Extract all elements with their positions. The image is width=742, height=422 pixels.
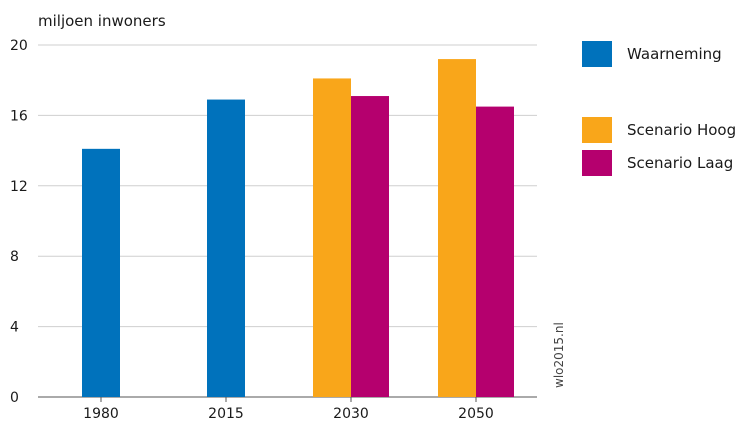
y-axis-label: miljoen inwoners: [38, 12, 166, 30]
legend-swatch-waarneming: [582, 41, 612, 67]
legend-item-scenario-laag: Scenario Laag: [582, 150, 733, 176]
bar-waarneming-2015: [207, 99, 245, 397]
y-tick-label: 16: [10, 108, 28, 124]
bar-scenario-hoog-2030: [313, 78, 351, 397]
legend-label-scenario-laag: Scenario Laag: [627, 154, 734, 172]
x-tick-label: 2030: [333, 406, 369, 422]
legend-label-scenario-hoog: Scenario Hoog: [627, 121, 737, 139]
bar-scenario-hoog-2050: [438, 59, 476, 397]
source-credit: wlo2015.nl: [552, 322, 566, 388]
legend: Waarneming Scenario Hoog Scenario Laag: [582, 0, 742, 422]
y-tick-label: 8: [10, 249, 19, 265]
y-tick-label: 20: [10, 38, 28, 54]
bar-waarneming-1980: [82, 148, 120, 397]
legend-label-waarneming: Waarneming: [627, 45, 722, 63]
x-tick-label: 2050: [458, 406, 494, 422]
y-tick-label: 12: [10, 179, 28, 195]
x-tick-label: 2015: [208, 406, 244, 422]
x-tick-label: 1980: [83, 406, 119, 422]
legend-item-scenario-hoog: Scenario Hoog: [582, 117, 736, 143]
legend-swatch-scenario-laag: [582, 150, 612, 176]
bar-scenario-laag-2030: [351, 96, 389, 397]
y-tick-label: 4: [10, 320, 19, 336]
bar-scenario-laag-2050: [476, 106, 514, 397]
legend-swatch-scenario-hoog: [582, 117, 612, 143]
legend-item-waarneming: Waarneming: [582, 41, 722, 67]
y-tick-label: 0: [10, 390, 19, 406]
